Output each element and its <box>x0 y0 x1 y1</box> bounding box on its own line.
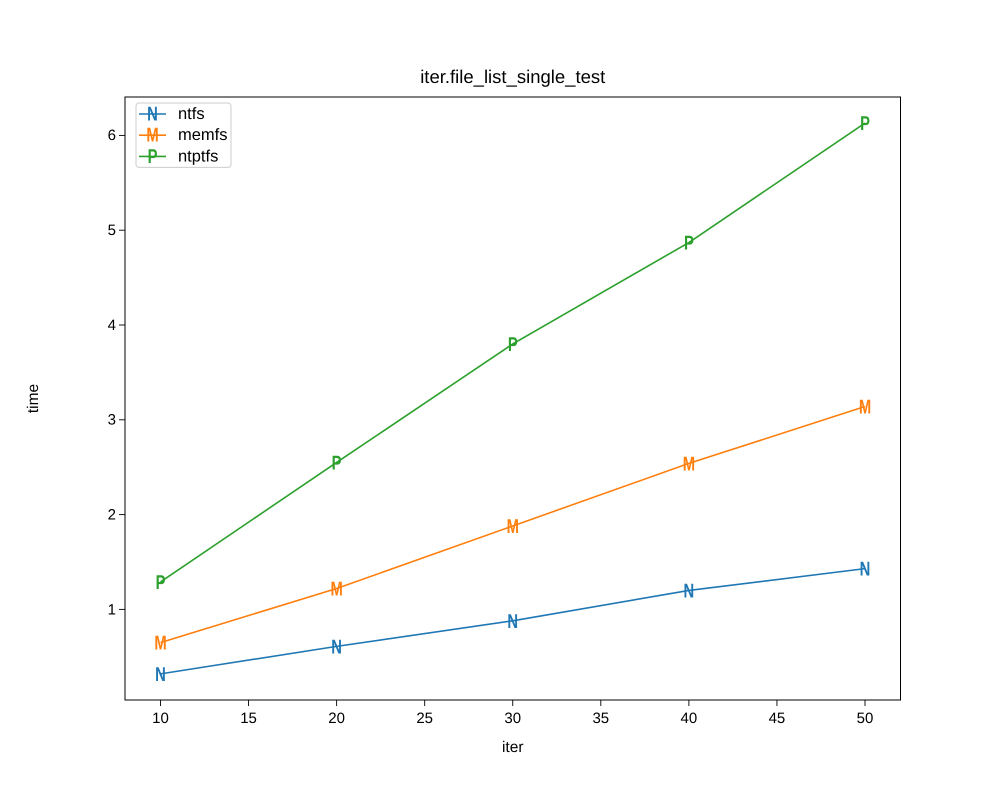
svg-text:iter: iter <box>502 739 524 756</box>
svg-text:ntfs: ntfs <box>178 105 205 123</box>
svg-text:N: N <box>155 664 166 686</box>
svg-text:15: 15 <box>240 710 257 727</box>
svg-text:4: 4 <box>108 317 116 334</box>
svg-text:5: 5 <box>108 222 116 239</box>
svg-text:35: 35 <box>592 710 609 727</box>
svg-text:M: M <box>154 633 166 655</box>
svg-text:3: 3 <box>108 412 116 429</box>
svg-text:P: P <box>860 113 870 135</box>
svg-text:25: 25 <box>416 710 433 727</box>
svg-text:1: 1 <box>108 602 116 619</box>
svg-text:45: 45 <box>769 710 786 727</box>
svg-text:N: N <box>147 104 158 126</box>
svg-text:2: 2 <box>108 507 116 524</box>
svg-text:N: N <box>860 559 871 581</box>
svg-text:P: P <box>156 572 166 594</box>
svg-text:M: M <box>683 453 695 475</box>
svg-text:P: P <box>508 334 518 356</box>
svg-text:N: N <box>331 636 342 658</box>
svg-text:P: P <box>148 146 158 168</box>
svg-text:M: M <box>507 516 519 538</box>
svg-text:30: 30 <box>504 710 521 727</box>
svg-text:ntptfs: ntptfs <box>178 147 218 165</box>
svg-text:iter.file_list_single_test: iter.file_list_single_test <box>420 66 605 87</box>
svg-text:N: N <box>684 580 695 602</box>
svg-text:N: N <box>507 611 518 633</box>
svg-text:10: 10 <box>152 710 169 727</box>
svg-text:M: M <box>330 579 342 601</box>
svg-text:M: M <box>146 125 158 147</box>
svg-text:memfs: memfs <box>178 126 228 144</box>
svg-text:P: P <box>332 452 342 474</box>
svg-text:50: 50 <box>857 710 874 727</box>
svg-text:P: P <box>684 233 694 255</box>
svg-text:time: time <box>25 384 42 413</box>
svg-text:M: M <box>859 397 871 419</box>
svg-text:40: 40 <box>681 710 698 727</box>
svg-text:20: 20 <box>328 710 345 727</box>
svg-text:6: 6 <box>108 127 116 144</box>
